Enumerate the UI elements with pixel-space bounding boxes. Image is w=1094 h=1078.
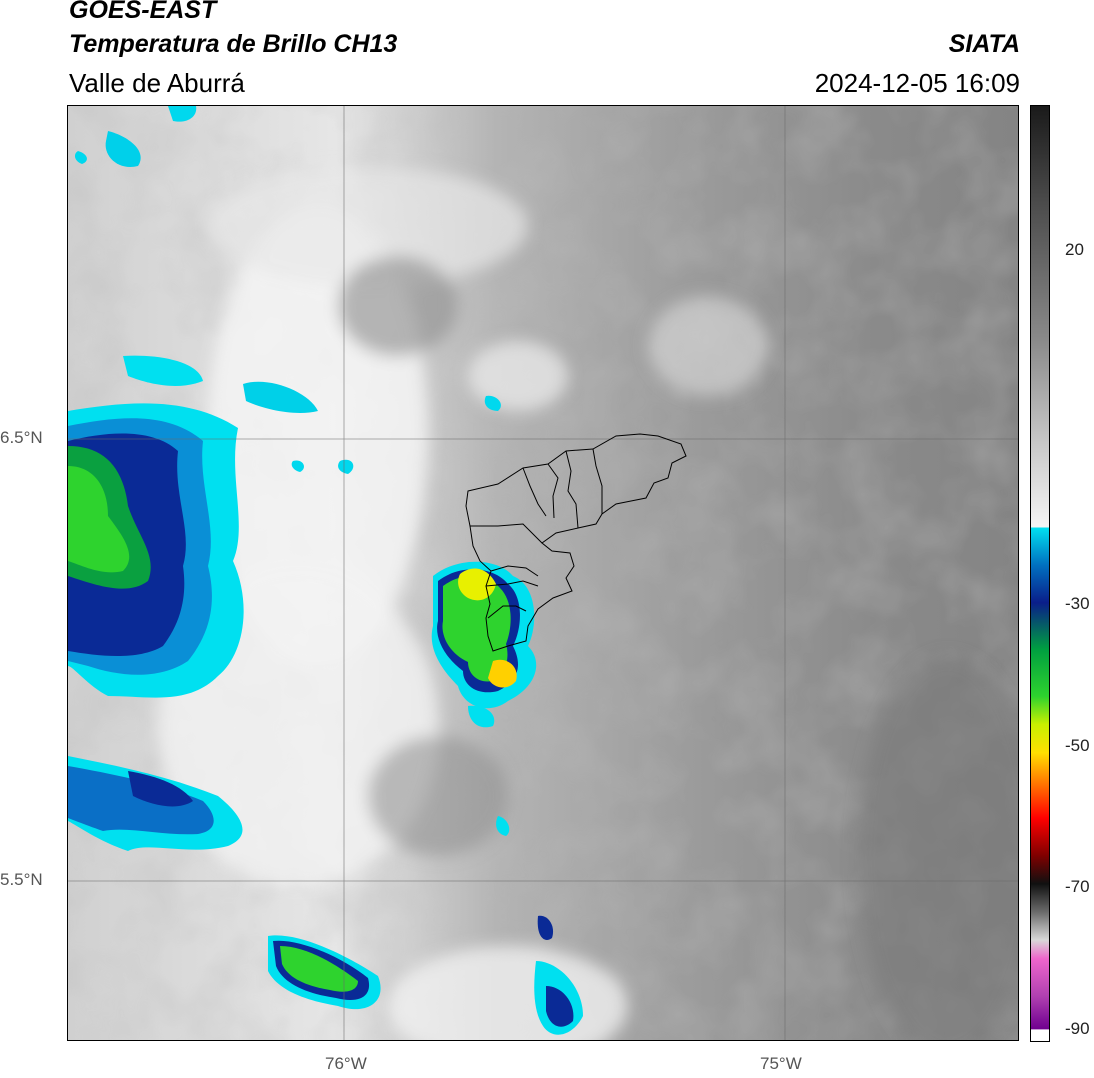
colorbar-tick-minus90: -90 <box>1065 1019 1090 1038</box>
colorbar-tick-minus70: -70 <box>1065 877 1090 896</box>
lon-label-east: 75°W <box>760 1054 802 1073</box>
lon-label-west: 76°W <box>325 1054 367 1073</box>
cold-cloud-tops <box>68 106 583 1035</box>
satellite-map[interactable] <box>67 105 1019 1041</box>
colorbar-tick-20: 20 <box>1065 240 1084 259</box>
cloud-background <box>68 106 1018 1040</box>
colorbar-tick-minus30: -30 <box>1065 594 1090 613</box>
municipal-boundaries <box>465 433 687 652</box>
timestamp: 2024-12-05 16:09 <box>814 68 1020 98</box>
colorbar <box>1030 105 1050 1042</box>
org-label: SIATA <box>948 30 1020 58</box>
graticule <box>68 106 1018 1040</box>
product-subtitle: Temperatura de Brillo CH13 <box>69 30 398 58</box>
lat-label-south: 5.5°N <box>0 870 43 889</box>
region-label: Valle de Aburrá <box>69 68 245 98</box>
lat-label-north: 6.5°N <box>0 428 43 447</box>
product-title: GOES-EAST <box>69 0 217 24</box>
colorbar-tick-minus50: -50 <box>1065 736 1090 755</box>
